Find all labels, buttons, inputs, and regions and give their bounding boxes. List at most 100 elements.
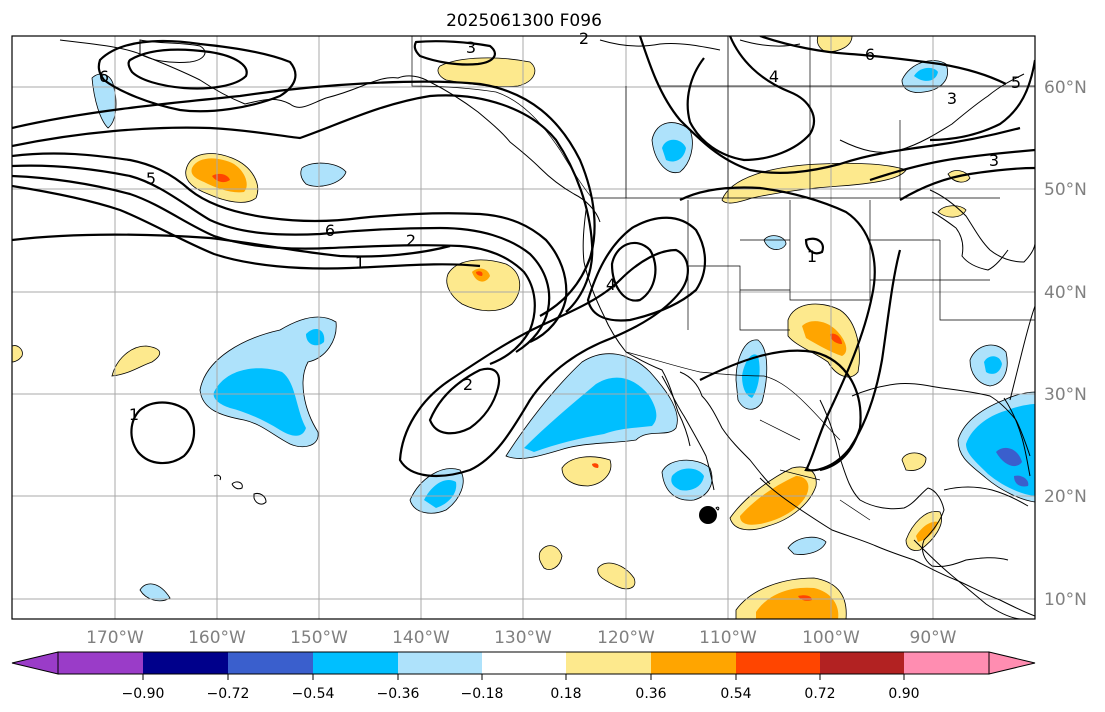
colorbar-extend-low bbox=[11, 651, 59, 675]
contour-line-4 bbox=[12, 164, 551, 353]
blue-region-small-4 bbox=[763, 235, 787, 250]
coast-labrador bbox=[929, 189, 1035, 263]
contour-low-outer bbox=[398, 248, 689, 478]
contour-gulf-alaska-low bbox=[413, 40, 496, 66]
yellow-region-central-pacific bbox=[111, 345, 160, 377]
contour-west-us-low bbox=[610, 241, 657, 302]
border-canada-provinces bbox=[625, 36, 1035, 198]
contour-southwest-ridge bbox=[804, 237, 824, 255]
contour-gulf-low bbox=[130, 401, 196, 465]
orange-core-mexico-s bbox=[756, 587, 839, 619]
contour-east-trough bbox=[679, 186, 902, 472]
red-spot-southwest bbox=[830, 333, 842, 344]
colorbar-segment-5 bbox=[398, 652, 482, 674]
red-spot-pacific-nw bbox=[476, 271, 483, 276]
contour-line-5 bbox=[12, 174, 536, 366]
lat-label-20n: 20°N bbox=[1044, 487, 1087, 507]
contour-east-coast bbox=[899, 166, 1035, 201]
contour-north-pacific-2 bbox=[127, 48, 248, 90]
lon-label-140w: 140°W bbox=[392, 628, 450, 648]
coast-mexico-gulf-ca bbox=[679, 371, 771, 485]
blue-strong-gulf bbox=[996, 447, 1022, 467]
contour-label-6-aleutian: 6 bbox=[99, 67, 109, 86]
blue-region-small-3 bbox=[139, 583, 171, 602]
contour-label-3-east-coast: 3 bbox=[989, 151, 999, 170]
contour-label-3-north: 3 bbox=[466, 38, 476, 57]
coast-central-america bbox=[913, 539, 1021, 619]
lat-label-60n: 60°N bbox=[1044, 78, 1087, 98]
lon-label-90w: 90°W bbox=[910, 628, 957, 648]
contour-label-6-canada: 6 bbox=[865, 45, 875, 64]
colorbar-tick-4: −0.36 bbox=[377, 686, 420, 702]
colorbar-tick-9: 0.72 bbox=[804, 686, 835, 702]
colorbar-tick-7: 0.36 bbox=[635, 686, 666, 702]
lat-label-10n: 10°N bbox=[1044, 590, 1087, 610]
blue-core-baja bbox=[524, 377, 657, 452]
contour-label-5-pacific: 5 bbox=[146, 169, 156, 188]
lat-label-50n: 50°N bbox=[1044, 180, 1087, 200]
contour-east-coast-2 bbox=[869, 148, 1035, 182]
blue-core-mexico-west bbox=[671, 468, 704, 491]
blue-region-small-1 bbox=[300, 162, 347, 187]
coast-florida bbox=[1003, 397, 1031, 477]
contour-label-2-top: 2 bbox=[579, 29, 589, 48]
lon-label-130w: 130°W bbox=[494, 628, 552, 648]
colorbar-tick-2: −0.72 bbox=[207, 686, 250, 702]
contour-canada-ridge-2 bbox=[638, 36, 1021, 174]
contour-east-trough-2 bbox=[699, 349, 862, 472]
contour-west-us-outer bbox=[586, 216, 706, 322]
border-us-mexico bbox=[625, 351, 841, 441]
coast-gulf-mexico bbox=[819, 399, 1009, 567]
colorbar-segment-1 bbox=[58, 652, 143, 674]
storm-position-dot bbox=[699, 506, 717, 524]
lon-label-150w: 150°W bbox=[290, 628, 348, 648]
colorbar-segment-7 bbox=[566, 652, 651, 674]
contour-north-pacific bbox=[97, 39, 297, 113]
yellow-region-gulf-mexico bbox=[901, 452, 927, 471]
blue-strong-gulf-2 bbox=[1014, 475, 1029, 487]
contour-low-center bbox=[428, 367, 501, 435]
lon-label-120w: 120°W bbox=[597, 628, 655, 648]
colorbar-segment-2 bbox=[143, 652, 228, 674]
contour-east-coast-3 bbox=[929, 59, 1035, 142]
contour-line-2 bbox=[12, 94, 594, 313]
figure-title: 2025061300 F096 bbox=[446, 11, 602, 31]
contour-label-3-east: 3 bbox=[947, 89, 957, 108]
lat-label-30n: 30°N bbox=[1044, 385, 1087, 405]
colorbar-tick-1: −0.90 bbox=[122, 686, 165, 702]
yellow-region-hawaii-se bbox=[561, 456, 612, 487]
colorbar-tick-5: −0.18 bbox=[461, 686, 504, 702]
contour-line-7 bbox=[12, 233, 451, 258]
colorbar-segment-9 bbox=[736, 652, 820, 674]
red-spot-small bbox=[592, 463, 599, 468]
yellow-region-equatorial-1 bbox=[538, 545, 563, 570]
coast-revillagigedo bbox=[715, 506, 720, 511]
contour-label-5-east: 5 bbox=[1011, 73, 1021, 92]
lon-label-170w: 170°W bbox=[86, 628, 144, 648]
coast-cuba bbox=[943, 486, 1029, 507]
colorbar: −0.90 −0.72 −0.54 −0.36 −0.18 0.18 0.36 … bbox=[11, 651, 1036, 702]
colorbar-tick-3: −0.54 bbox=[292, 686, 335, 702]
blue-core-sierra bbox=[742, 354, 760, 398]
blue-core-hawaii-east bbox=[424, 480, 457, 508]
contour-lines bbox=[12, 36, 1035, 478]
lon-label-160w: 160°W bbox=[188, 628, 246, 648]
coast-hudson-bay bbox=[839, 73, 1025, 153]
blue-region-small-2 bbox=[787, 536, 827, 555]
yellow-region-great-lakes bbox=[937, 205, 967, 218]
colorbar-extend-high bbox=[988, 651, 1036, 675]
blue-core-canada bbox=[662, 139, 686, 162]
colorbar-tick-6: 0.18 bbox=[550, 686, 581, 702]
contour-line-3 bbox=[12, 152, 568, 344]
contour-label-1-plains: 1 bbox=[807, 247, 817, 266]
colorbar-segment-11 bbox=[904, 652, 989, 674]
map-panel: 3 4 6 3 5 3 5 6 2 1 4 1 2 1 6 2 bbox=[11, 29, 1036, 620]
contour-canada-ridge bbox=[686, 36, 816, 162]
orange-core-mexico-sw bbox=[740, 476, 809, 525]
colorbar-segment-6 bbox=[482, 652, 566, 674]
contour-label-1-low: 1 bbox=[129, 405, 139, 424]
yellow-region-west-edge bbox=[12, 345, 23, 363]
shaded-anomaly-fields bbox=[12, 36, 1035, 619]
contour-label-6-pacific: 6 bbox=[325, 221, 335, 240]
